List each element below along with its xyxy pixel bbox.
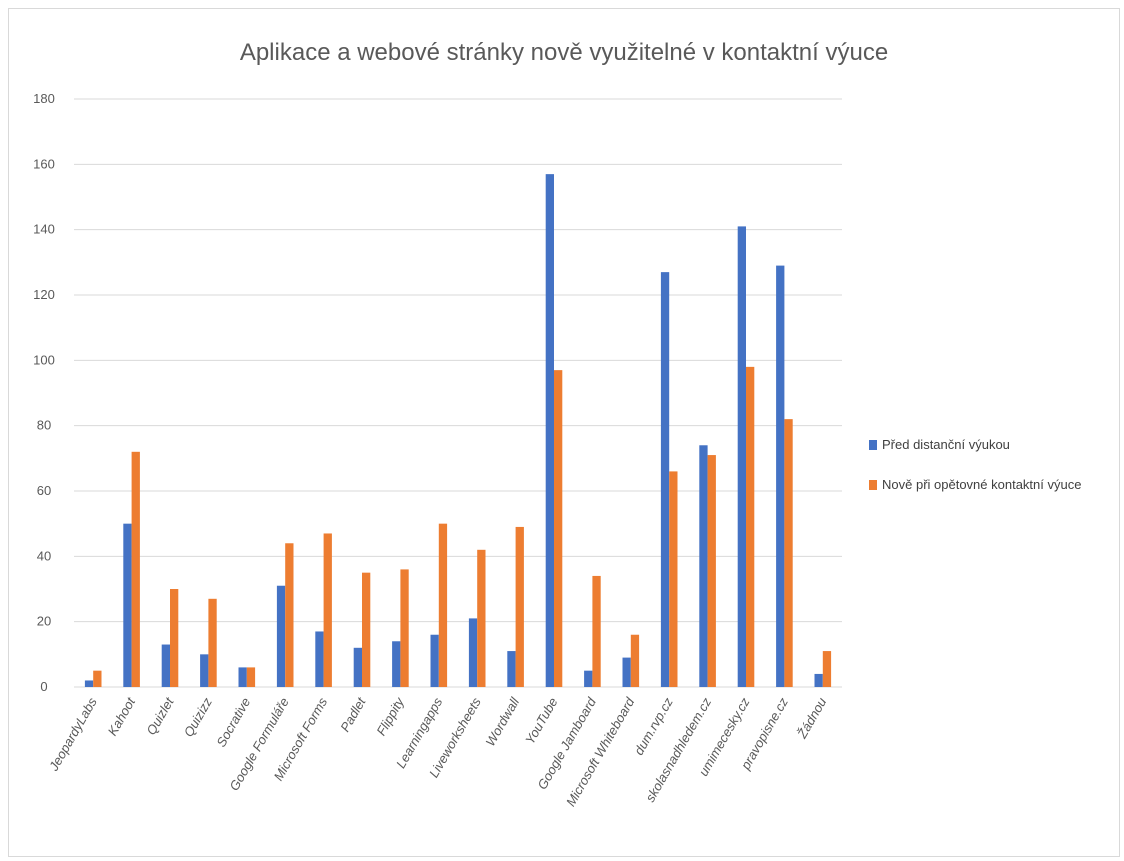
bar bbox=[477, 549, 486, 687]
bar bbox=[353, 647, 362, 687]
bar bbox=[430, 634, 439, 687]
legend-label: Před distanční výukou bbox=[882, 437, 1010, 452]
bar bbox=[814, 673, 823, 687]
y-tick-label: 180 bbox=[33, 91, 55, 106]
x-tick-label: Microsoft Whiteboard bbox=[563, 694, 638, 809]
legend-label: Nově při opětovné kontaktní výuce bbox=[882, 477, 1081, 492]
bar bbox=[746, 366, 755, 687]
y-tick-label: 60 bbox=[37, 483, 51, 498]
x-tick-label: Kahoot bbox=[105, 694, 139, 738]
bar bbox=[737, 226, 746, 687]
gridlines bbox=[74, 98, 842, 688]
x-tick-label: JeopardyLabs bbox=[45, 695, 100, 775]
bar bbox=[238, 667, 247, 687]
y-tick-label: 80 bbox=[37, 418, 51, 433]
x-tick-label: Wordwall bbox=[482, 694, 522, 749]
x-tick-label: Padlet bbox=[337, 694, 369, 735]
x-tick-label: Žádnou bbox=[794, 695, 830, 742]
y-tick-label: 20 bbox=[37, 614, 51, 629]
bar bbox=[784, 419, 793, 687]
x-tick-label: Socrative bbox=[213, 695, 253, 749]
bar bbox=[362, 572, 371, 687]
legend-swatch bbox=[869, 480, 877, 490]
bar bbox=[630, 634, 640, 687]
x-tick-label: Quizizz bbox=[181, 695, 216, 740]
bar bbox=[84, 680, 94, 687]
x-tick-label: Flippity bbox=[373, 694, 407, 738]
y-tick-label: 0 bbox=[40, 679, 47, 694]
bar bbox=[545, 174, 554, 688]
bar bbox=[592, 575, 601, 687]
bar bbox=[208, 598, 217, 687]
bar bbox=[246, 667, 256, 687]
bar bbox=[400, 569, 409, 687]
chart-title: Aplikace a webové stránky nově využiteln… bbox=[240, 39, 888, 66]
y-tick-label: 140 bbox=[33, 222, 55, 237]
y-tick-label: 120 bbox=[33, 287, 55, 302]
y-axis-ticks: 0 20 40 60 80 100 120 140 160 180 bbox=[33, 91, 55, 694]
chart-frame: Aplikace a webové stránky nově využiteln… bbox=[8, 8, 1120, 857]
bar bbox=[276, 585, 286, 687]
bar bbox=[438, 523, 448, 687]
x-tick-label: YouTube bbox=[522, 695, 561, 747]
bar-chart: Aplikace a webové stránky nově využiteln… bbox=[33, 39, 1081, 809]
x-axis-labels: JeopardyLabs Kahoot Quizlet QuizizzSocrativ… bbox=[45, 694, 829, 809]
bar bbox=[554, 370, 563, 687]
y-tick-label: 100 bbox=[33, 352, 55, 367]
bar bbox=[323, 533, 332, 687]
bar bbox=[285, 543, 294, 687]
bar bbox=[822, 651, 832, 687]
y-tick-label: 40 bbox=[37, 548, 51, 563]
bars bbox=[84, 174, 832, 688]
x-tick-label: Quizlet bbox=[143, 694, 177, 738]
bar bbox=[170, 589, 179, 687]
x-tick-label: dum.rvp.cz bbox=[631, 695, 676, 758]
bar bbox=[622, 657, 631, 687]
bar bbox=[515, 526, 524, 687]
bar bbox=[707, 455, 716, 687]
bar bbox=[93, 670, 102, 687]
bar bbox=[161, 644, 170, 687]
bar bbox=[584, 670, 593, 687]
bar bbox=[200, 654, 209, 687]
legend-swatch bbox=[869, 440, 877, 450]
bar bbox=[315, 631, 324, 687]
bar bbox=[392, 641, 401, 687]
bar bbox=[123, 523, 132, 687]
bar bbox=[507, 651, 516, 687]
bar bbox=[660, 272, 670, 687]
y-tick-label: 160 bbox=[33, 156, 55, 171]
bar bbox=[776, 265, 785, 687]
legend: Před distanční výukou Nově při opětovné k… bbox=[869, 437, 1081, 492]
bar bbox=[669, 471, 678, 687]
bar bbox=[131, 451, 140, 687]
bar bbox=[699, 445, 708, 687]
bar bbox=[468, 618, 478, 687]
